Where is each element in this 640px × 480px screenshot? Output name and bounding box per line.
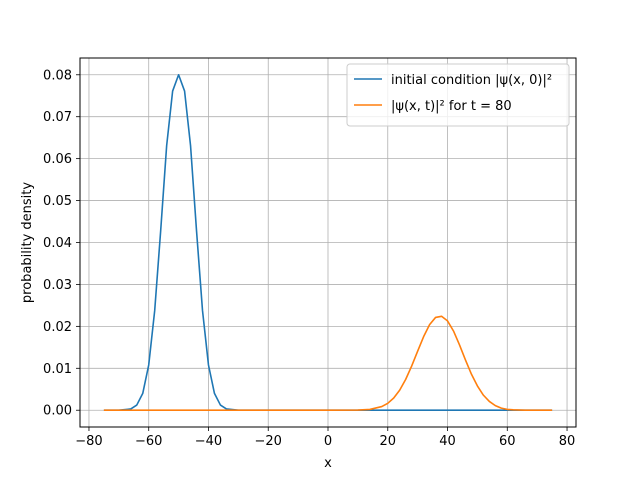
series-line-evolved	[103, 315, 553, 412]
x-tick-label: 20	[379, 434, 396, 449]
legend: initial condition |ψ(x, 0)|² |ψ(x, t)|² …	[346, 63, 570, 127]
y-tick-label: 0.04	[43, 236, 72, 251]
y-axis-ticks: 0.00 0.01 0.02 0.03 0.04 0.05 0.06 0.07 0.08	[43, 68, 80, 419]
x-axis-ticks: −80 −60 −40 −20 0 20 40 60 80	[75, 427, 575, 449]
legend-box	[346, 63, 570, 127]
x-tick-label: 60	[499, 434, 516, 449]
y-tick-label: 0.08	[43, 68, 72, 83]
y-tick-label: 0.03	[43, 278, 72, 293]
legend-entry-initial: initial condition |ψ(x, 0)|²	[391, 73, 552, 88]
x-tick-label: 40	[439, 434, 456, 449]
x-tick-label: 80	[559, 434, 576, 449]
y-tick-label: 0.06	[43, 152, 72, 167]
x-tick-label: −20	[255, 434, 282, 449]
x-tick-label: 0	[324, 434, 332, 449]
series-group	[103, 73, 553, 412]
x-axis-label: x	[324, 456, 332, 471]
y-tick-label: 0.02	[43, 320, 72, 335]
y-tick-label: 0.05	[43, 194, 72, 209]
x-tick-label: −80	[75, 434, 102, 449]
y-tick-label: 0.07	[43, 110, 72, 125]
x-tick-label: −40	[195, 434, 222, 449]
x-tick-label: −60	[135, 434, 162, 449]
y-axis-label: probability density	[20, 182, 35, 303]
legend-entry-evolved: |ψ(x, t)|² for t = 80	[391, 99, 512, 114]
y-tick-label: 0.01	[43, 362, 72, 377]
y-tick-label: 0.00	[43, 404, 72, 419]
